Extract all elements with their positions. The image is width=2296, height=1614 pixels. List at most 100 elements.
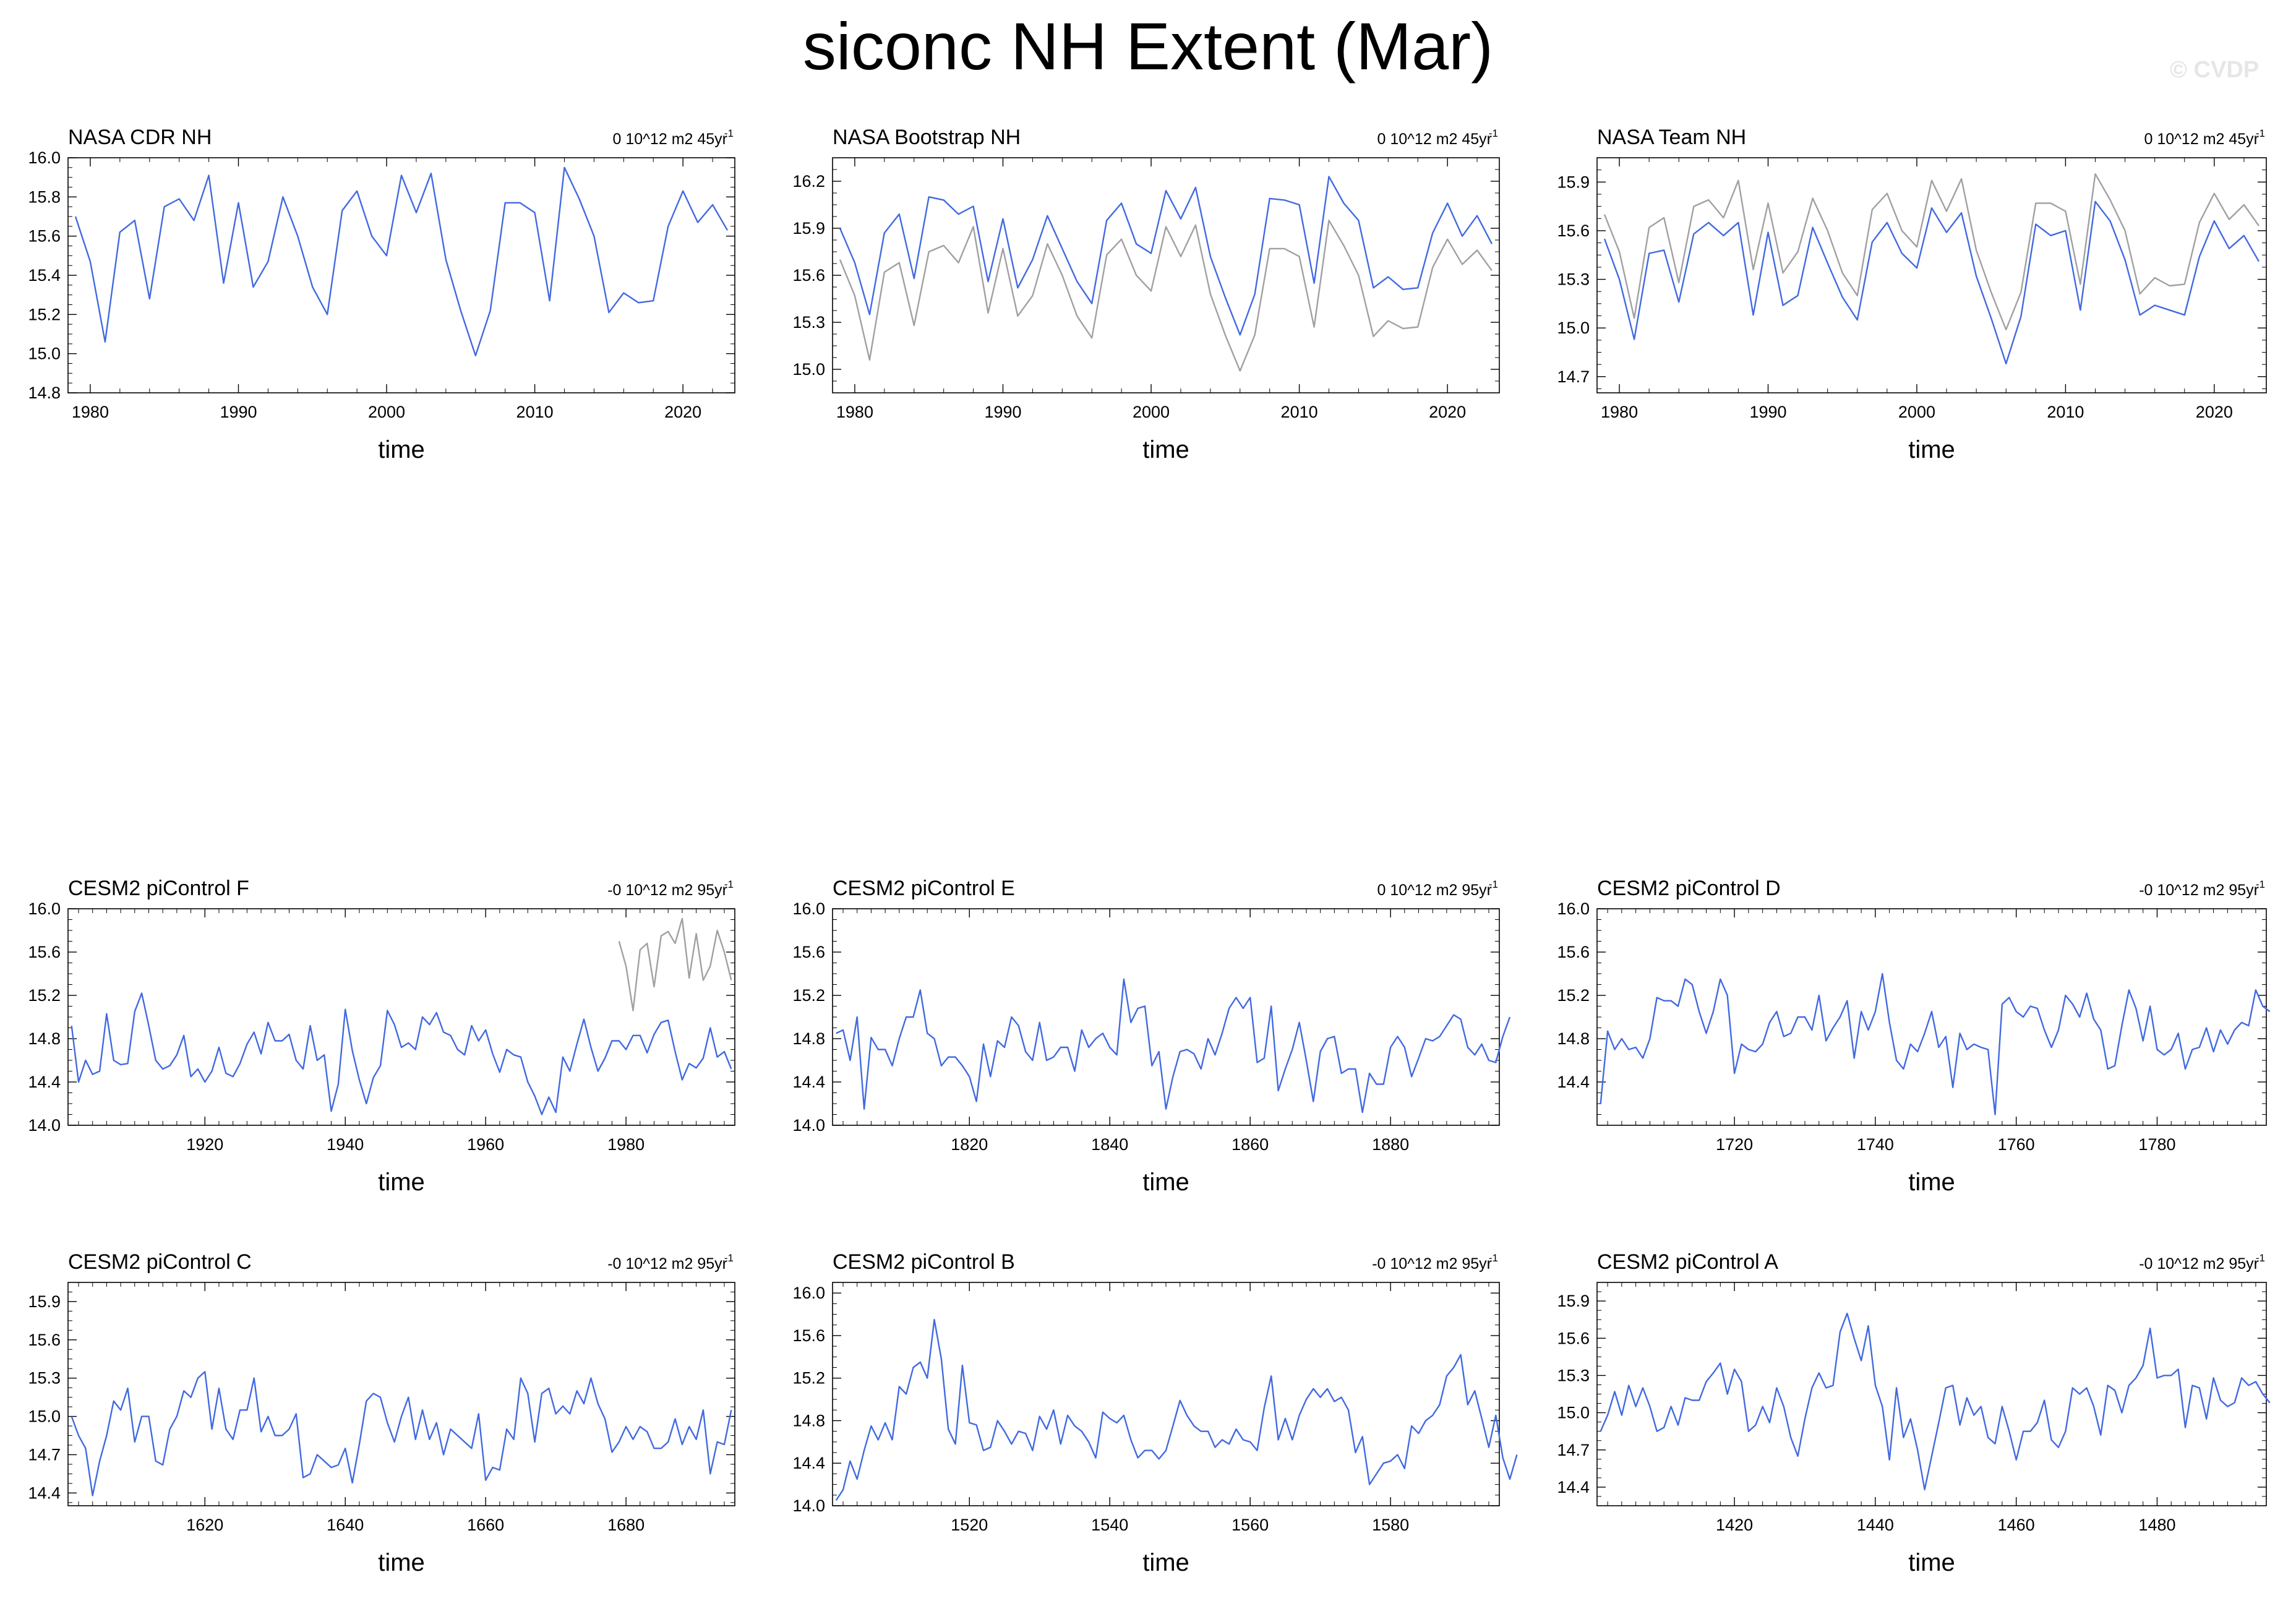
y-tick-label: 15.2 xyxy=(792,1369,825,1388)
y-tick-label: 14.0 xyxy=(792,1116,825,1135)
chart-panel-cesm2-picontrol-a: CESM2 piControl A -0 10^12 m2 95yr-1 1420 1… xyxy=(1557,1250,2271,1576)
trend-label-exponent: -1 xyxy=(724,127,734,139)
plot-frame xyxy=(67,908,735,1126)
y-tick-label: 14.8 xyxy=(28,1029,61,1048)
series-line-0 xyxy=(835,1318,1518,1501)
y-tick-label: 14.4 xyxy=(28,1073,61,1091)
y-tick-label: 16.0 xyxy=(28,899,61,918)
x-tick-label: 1960 xyxy=(467,1135,504,1154)
plot-frame xyxy=(832,1282,1500,1506)
x-tick-label: 1520 xyxy=(951,1516,988,1534)
x-tick-label: 1860 xyxy=(1232,1135,1269,1154)
x-tick-label: 1780 xyxy=(2138,1135,2175,1154)
x-axis-label: time xyxy=(1142,1549,1189,1576)
x-tick-label: 1580 xyxy=(1372,1516,1409,1534)
x-tick-label: 2010 xyxy=(2047,403,2084,421)
trend-label: 0 10^12 m2 95yr xyxy=(1377,882,1492,899)
x-tick-label: 2020 xyxy=(2196,403,2233,421)
y-tick-label: 14.4 xyxy=(1557,1478,1590,1496)
trend-label: -0 10^12 m2 95yr xyxy=(607,1255,727,1273)
x-tick-label: 1560 xyxy=(1232,1516,1269,1534)
x-tick-label: 1940 xyxy=(327,1135,364,1154)
y-tick-label: 15.6 xyxy=(28,943,61,961)
x-tick-label: 1480 xyxy=(2138,1516,2175,1534)
x-tick-label: 2020 xyxy=(1429,403,1466,421)
trend-label-exponent: -1 xyxy=(2256,878,2265,890)
x-tick-label: 1760 xyxy=(1998,1135,2035,1154)
x-axis-label: time xyxy=(1908,1549,1955,1576)
trend-label: -0 10^12 m2 95yr xyxy=(2139,882,2259,899)
y-tick-label: 15.6 xyxy=(792,266,825,285)
y-tick-label: 16.0 xyxy=(28,148,61,167)
trend-label-exponent: -1 xyxy=(724,1252,734,1264)
series-line-0 xyxy=(74,166,729,356)
y-tick-label: 15.6 xyxy=(1557,943,1590,961)
y-tick-label: 15.4 xyxy=(28,266,61,285)
y-tick-label: 15.0 xyxy=(792,360,825,379)
x-axis-label: time xyxy=(1142,436,1189,463)
x-tick-label: 1980 xyxy=(836,403,873,421)
trend-label: 0 10^12 m2 45yr xyxy=(1377,131,1492,148)
y-tick-label: 16.0 xyxy=(792,899,825,918)
y-tick-label: 15.6 xyxy=(792,943,825,961)
y-tick-label: 15.3 xyxy=(28,1369,61,1388)
y-tick-label: 14.4 xyxy=(28,1483,61,1502)
plot-frame xyxy=(1596,157,2267,393)
y-tick-label: 14.4 xyxy=(792,1454,825,1472)
y-tick-label: 15.9 xyxy=(28,1292,61,1311)
y-tick-label: 15.9 xyxy=(792,219,825,238)
chart-panel-nasa-bootstrap: NASA Bootstrap NH 0 10^12 m2 45yr-1 1980 19… xyxy=(792,126,1500,463)
x-axis-label: time xyxy=(1908,436,1955,463)
plot-frame xyxy=(67,157,735,393)
trend-label-exponent: -1 xyxy=(724,878,734,890)
y-tick-label: 15.6 xyxy=(1557,1329,1590,1347)
y-tick-label: 15.0 xyxy=(1557,1404,1590,1422)
x-tick-label: 1660 xyxy=(467,1516,504,1534)
chart-title: CESM2 piControl F xyxy=(68,877,249,900)
x-tick-label: 1440 xyxy=(1857,1516,1894,1534)
x-tick-label: 2000 xyxy=(1898,403,1935,421)
x-tick-label: 1840 xyxy=(1091,1135,1128,1154)
x-tick-label: 1980 xyxy=(72,403,109,421)
y-tick-label: 16.0 xyxy=(1557,899,1590,918)
trend-label: -0 10^12 m2 95yr xyxy=(607,882,727,899)
trend-label-exponent: -1 xyxy=(2256,1252,2265,1264)
y-tick-label: 14.0 xyxy=(792,1496,825,1515)
x-tick-label: 1740 xyxy=(1857,1135,1894,1154)
trend-label: -0 10^12 m2 95yr xyxy=(1372,1255,1492,1273)
x-axis-label: time xyxy=(378,1549,425,1576)
y-tick-label: 14.0 xyxy=(28,1116,61,1135)
chart-title: CESM2 piControl D xyxy=(1597,877,1781,900)
chart-panel-nasa-cdr: NASA CDR NH 0 10^12 m2 45yr-1 1980 1990 2000… xyxy=(28,126,735,463)
series-line-0 xyxy=(1603,173,2260,330)
series-line-1 xyxy=(839,176,1493,336)
y-tick-label: 15.2 xyxy=(792,986,825,1005)
series-line-1 xyxy=(71,992,732,1115)
chart-panel-cesm2-picontrol-c: CESM2 piControl C -0 10^12 m2 95yr-1 1620 1… xyxy=(28,1250,735,1576)
y-tick-label: 15.3 xyxy=(1557,1366,1590,1384)
x-tick-label: 1990 xyxy=(220,403,257,421)
x-axis-label: time xyxy=(378,1169,425,1196)
trend-label-exponent: -1 xyxy=(1489,878,1498,890)
x-tick-label: 1620 xyxy=(186,1516,223,1534)
y-tick-label: 14.4 xyxy=(1557,1073,1590,1091)
y-tick-label: 15.6 xyxy=(28,1331,61,1349)
chart-title: CESM2 piControl C xyxy=(68,1250,252,1274)
y-tick-label: 16.0 xyxy=(792,1284,825,1302)
y-tick-label: 15.8 xyxy=(28,187,61,206)
trend-label-exponent: -1 xyxy=(2256,127,2265,139)
x-axis-label: time xyxy=(378,436,425,463)
y-tick-label: 14.8 xyxy=(792,1411,825,1430)
chart-panel-cesm2-picontrol-d: CESM2 piControl D -0 10^12 m2 95yr-1 1720 1… xyxy=(1557,877,2271,1196)
chart-title: NASA Bootstrap NH xyxy=(833,126,1021,149)
chart-panel-cesm2-picontrol-f: CESM2 piControl F -0 10^12 m2 95yr-1 1920 1… xyxy=(28,877,735,1196)
trend-label-exponent: -1 xyxy=(1489,127,1498,139)
y-tick-label: 14.8 xyxy=(792,1029,825,1048)
chart-panel-cesm2-picontrol-b: CESM2 piControl B -0 10^12 m2 95yr-1 1520 1… xyxy=(792,1250,1518,1576)
trend-label: -0 10^12 m2 95yr xyxy=(2139,1255,2259,1273)
y-tick-label: 15.9 xyxy=(1557,1292,1590,1310)
y-tick-label: 15.2 xyxy=(1557,986,1590,1005)
y-tick-label: 14.8 xyxy=(1557,1029,1590,1048)
series-line-0 xyxy=(71,1371,732,1496)
y-tick-label: 15.9 xyxy=(1557,173,1590,191)
